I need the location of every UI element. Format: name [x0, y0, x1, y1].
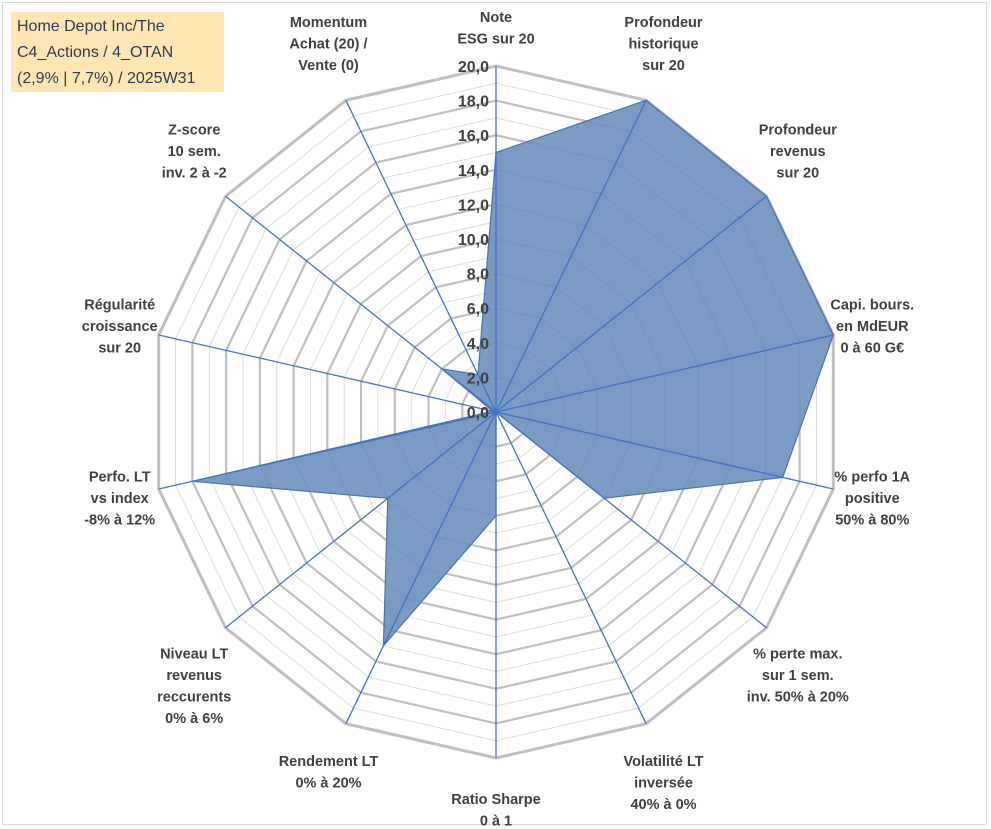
tick-label: 20,0	[458, 59, 489, 76]
tick-label: 8,0	[467, 267, 489, 284]
axis-spoke	[495, 411, 834, 490]
tick-layer: 0,0 2,0 4,0 6,0 8,0 10,0 12,0 14,0 16,0 18,0 20,0	[458, 59, 489, 422]
axis-spoke	[345, 411, 497, 724]
category-label: Niveau LT revenus reccurents 0% à 6%	[157, 647, 231, 728]
category-label: % perte max. sur 1 sem. inv. 50% à 20%	[747, 647, 849, 706]
category-label: Volatilité LT inversée 40% à 0%	[623, 754, 703, 813]
tick-label: 10,0	[458, 232, 489, 249]
axis-spoke	[158, 334, 497, 413]
info-line-2: C4_Actions / 4_OTAN	[17, 44, 174, 61]
tick-label: 12,0	[458, 197, 489, 214]
category-label: Momentum Achat (20) / Vente (0)	[289, 15, 367, 74]
tick-label: 18,0	[458, 94, 489, 111]
category-label: Ratio Sharpe 0 à 1	[451, 792, 540, 829]
category-label: Profondeur historique sur 20	[624, 15, 702, 74]
category-label: Perfo. LT vs index -8% à 12%	[84, 469, 155, 528]
axis-spoke	[345, 100, 497, 413]
info-line-3: (2,9% | 7,7%) / 2025W31	[17, 70, 196, 87]
axis-spoke	[158, 411, 497, 490]
axis-spoke	[225, 195, 497, 413]
tick-label: 0,0	[467, 405, 489, 422]
tick-label: 4,0	[467, 336, 489, 353]
category-label: Profondeur revenus sur 20	[759, 122, 837, 181]
axis-spoke	[225, 411, 497, 629]
axis-spoke	[495, 100, 647, 413]
category-label: Capi. bours. en MdEUR 0 à 60 G€	[830, 298, 914, 357]
tick-label: 2,0	[467, 370, 489, 387]
info-line-1: Home Depot Inc/The	[17, 18, 165, 35]
tick-label: 6,0	[467, 301, 489, 318]
category-label: Rendement LT 0% à 20%	[279, 754, 379, 792]
label-layer: Note ESG sur 20 Profondeur historique sur 20…	[82, 10, 914, 829]
category-label: Z-score 10 sem. inv. 2 à -2	[162, 122, 227, 181]
axis-spoke	[495, 334, 834, 413]
info-box: Home Depot Inc/The C4_Actions / 4_OTAN (…	[11, 12, 224, 92]
tick-label: 16,0	[458, 128, 489, 145]
category-label: % perfo 1A positive 50% à 80%	[834, 469, 910, 528]
axis-spoke	[495, 411, 647, 724]
axis-spoke	[495, 411, 767, 629]
axis-spoke	[495, 195, 767, 413]
category-label: Régularité croissance sur 20	[82, 298, 158, 357]
axis-layer	[158, 66, 834, 758]
category-label: Note ESG sur 20	[457, 10, 534, 48]
tick-label: 14,0	[458, 163, 489, 180]
